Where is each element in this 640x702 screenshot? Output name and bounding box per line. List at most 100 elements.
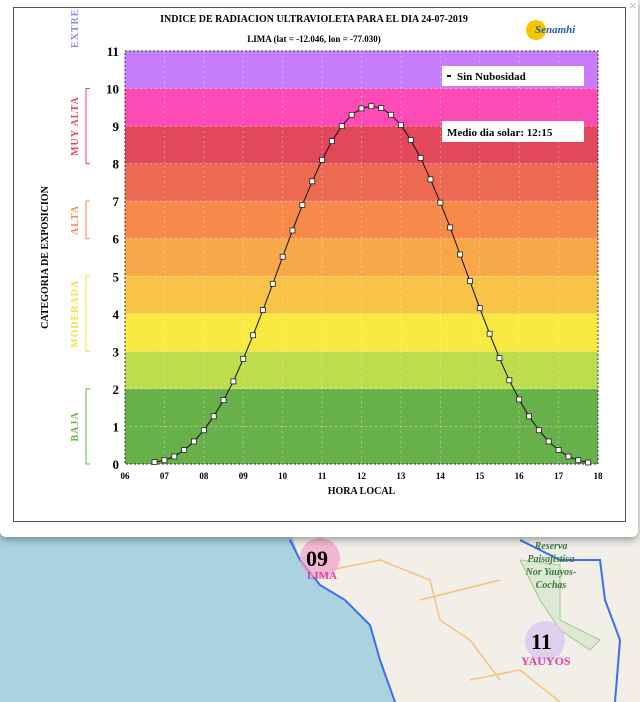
y-tick-label: 8 <box>113 157 120 172</box>
x-tick-label: 13 <box>396 471 406 481</box>
data-point <box>319 156 325 163</box>
uv-band <box>125 163 598 202</box>
data-point <box>427 176 434 183</box>
data-point <box>279 253 286 260</box>
y-tick-label: 6 <box>113 232 120 247</box>
yauyos-marker[interactable] <box>525 621 565 661</box>
y-tick-label: 2 <box>113 382 120 397</box>
category-bracket <box>85 275 90 352</box>
x-tick-label: 06 <box>121 471 131 481</box>
y-tick-label: 11 <box>107 44 119 59</box>
data-point <box>299 202 306 208</box>
park-label-line: Cochas <box>536 580 567 591</box>
y-tick-label: 4 <box>113 307 120 322</box>
annotation-box <box>442 121 584 142</box>
data-point <box>220 397 227 404</box>
category-bracket <box>85 200 90 240</box>
data-point <box>171 453 178 460</box>
data-point <box>161 457 168 464</box>
x-tick-label: 11 <box>318 471 327 481</box>
data-point <box>585 459 592 466</box>
logo-sun <box>526 20 546 40</box>
legend-box <box>442 66 584 86</box>
data-point <box>289 227 296 234</box>
solar-noon-annotation: Medio dia solar: 12:15 <box>447 127 553 139</box>
y-tick-label: 5 <box>113 269 120 284</box>
data-point <box>535 427 542 434</box>
chart-subtitle: LIMA (lat = -12.046, lon = -77.030) <box>247 34 381 44</box>
lima-marker[interactable] <box>300 538 340 578</box>
data-point <box>329 138 335 145</box>
popup: × INDICE DE RADIACION ULTRAVIOLETA PARA … <box>0 0 638 537</box>
y-tick-label: 0 <box>113 457 120 472</box>
category-label: EXTREMADAMENTE <box>70 8 81 48</box>
data-point <box>378 105 385 111</box>
x-tick-label: 14 <box>436 471 446 481</box>
uv-band <box>125 238 598 277</box>
data-point <box>240 355 247 362</box>
category-bracket <box>85 88 90 165</box>
park-label-line: Paisajística <box>527 554 574 565</box>
lima-marker-value: 09 <box>306 546 328 571</box>
uv-band <box>125 351 598 389</box>
logo-text: Senamhi <box>535 24 576 36</box>
data-point <box>437 199 444 206</box>
data-point <box>417 155 424 161</box>
data-point <box>447 224 454 231</box>
y-axis-label: CATEGORIA DE EXPOSICION <box>40 185 51 328</box>
data-point <box>269 280 276 287</box>
x-tick-label: 09 <box>239 471 249 481</box>
uv-band <box>125 388 598 427</box>
data-point <box>230 378 237 385</box>
data-point <box>496 355 503 362</box>
data-point <box>250 332 257 339</box>
category-bracket <box>85 388 90 465</box>
uv-index-chart: INDICE DE RADIACION ULTRAVIOLETA PARA EL… <box>40 0 603 497</box>
x-tick-label: 07 <box>160 471 170 481</box>
data-point <box>407 137 414 143</box>
region-border <box>519 539 622 702</box>
data-point <box>200 427 207 434</box>
category-label: MUY ALTA <box>70 96 81 156</box>
y-tick-label: 9 <box>113 119 120 134</box>
y-tick-label: 1 <box>113 419 120 434</box>
x-axis-label: HORA LOCAL <box>328 486 396 497</box>
data-point <box>358 105 365 112</box>
y-tick-label: 7 <box>113 194 120 209</box>
yauyos-marker-value: 11 <box>531 629 552 654</box>
data-point <box>565 453 572 460</box>
data-point <box>210 413 217 420</box>
close-icon[interactable]: × <box>629 0 637 13</box>
data-point <box>260 307 266 313</box>
legend-marker <box>447 75 451 77</box>
ocean <box>0 530 395 702</box>
data-point <box>486 330 493 337</box>
category-label: MODERADA <box>70 280 81 348</box>
uv-band <box>125 201 598 239</box>
x-tick-label: 12 <box>357 471 367 481</box>
park-label-line: Nor Yauyos- <box>525 567 577 578</box>
uv-band <box>125 276 598 314</box>
lima-marker-label: LIMA <box>307 570 337 582</box>
x-tick-label: 08 <box>199 471 209 481</box>
chart-title: INDICE DE RADIACION ULTRAVIOLETA PARA EL… <box>160 14 468 25</box>
yauyos-marker-label: YAUYOS <box>521 654 571 668</box>
legend-label: Sin Nubosidad <box>457 71 526 83</box>
data-point <box>309 178 316 185</box>
data-point <box>516 396 523 403</box>
data-point <box>466 278 473 285</box>
uv-band <box>125 313 598 352</box>
data-point <box>181 447 188 454</box>
x-tick-label: 10 <box>278 471 288 481</box>
category-label: ALTA <box>70 205 81 235</box>
data-point <box>526 413 532 420</box>
data-point <box>348 111 355 118</box>
x-tick-label: 16 <box>515 471 525 481</box>
reserve-area <box>519 559 601 651</box>
data-point <box>151 459 158 466</box>
data-point <box>457 251 463 258</box>
data-point <box>191 438 197 445</box>
uv-chart-frame: INDICE DE RADIACION ULTRAVIOLETA PARA EL… <box>13 0 626 522</box>
category-label: BAJA <box>70 411 81 441</box>
data-point <box>388 111 394 118</box>
